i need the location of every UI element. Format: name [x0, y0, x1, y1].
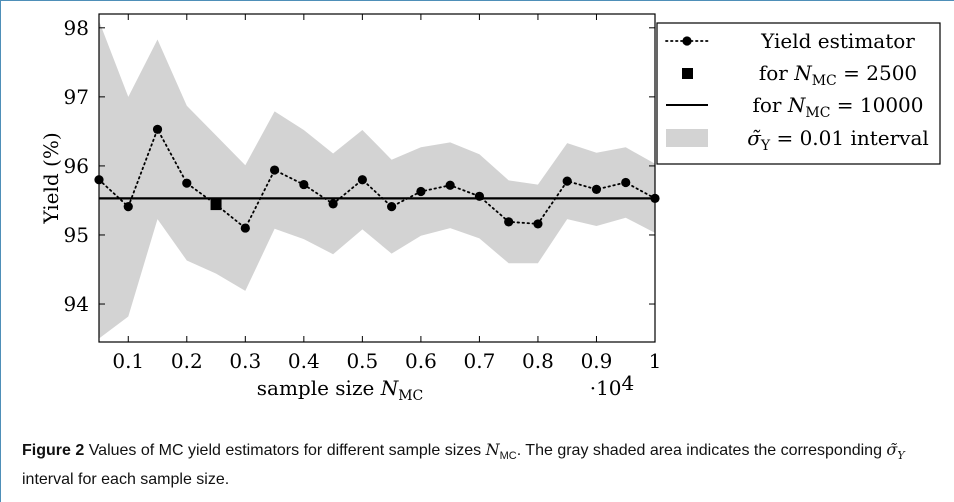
caption-text-c: interval for each sample size. — [22, 471, 230, 489]
x-tick-label: 0.2 — [171, 349, 203, 373]
estimator-point — [621, 177, 631, 188]
estimator-point — [474, 191, 485, 201]
figure-caption: Figure 2 Values of MC yield estimators f… — [22, 438, 922, 491]
estimator-point — [504, 217, 514, 227]
estimator-point — [269, 165, 280, 175]
estimator-point — [445, 180, 455, 190]
y-axis-label: Yield (%) — [39, 132, 63, 224]
estimator-point — [591, 184, 602, 194]
estimator-point — [240, 223, 250, 233]
legend-circle-symbol — [682, 36, 692, 46]
estimator-point — [562, 176, 572, 186]
estimator-point — [123, 202, 133, 212]
x-axis-label: sample size NMC — [257, 376, 423, 404]
x-tick-label: 0.5 — [346, 349, 378, 373]
caption-label: Figure 2 — [22, 442, 85, 459]
square-point-2500 — [210, 199, 222, 211]
y-tick-label: 95 — [64, 223, 89, 247]
x-tick-label: 0.8 — [522, 349, 554, 373]
caption-var-a: N — [485, 440, 500, 459]
axis-label-layer: sample size NMC ·104 Yield (%) — [39, 132, 634, 404]
axes-layer — [98, 13, 656, 343]
x-tick-label: 0.9 — [581, 349, 613, 373]
plot-border — [98, 13, 656, 343]
x-tick-label: 0.7 — [464, 349, 496, 373]
x-tick-label: 0.3 — [229, 349, 261, 373]
legend: Yield estimator for NMC = 2500 for NMC = 1… — [656, 22, 941, 165]
legend-square-symbol — [682, 68, 693, 79]
estimator-point — [533, 219, 543, 229]
legend-label-10000: for NMC = 10000 — [752, 93, 923, 121]
estimator-point — [357, 175, 367, 185]
tick-layer: 0.1 0.2 0.3 0.4 0.5 0.6 0.7 0.8 0.9 1 94 95 96 97 98 — [64, 14, 662, 373]
caption-sub-a: MC — [499, 450, 517, 463]
legend-band-symbol — [666, 129, 708, 147]
estimator-point — [328, 199, 338, 209]
caption-var-b: σ̃ — [886, 440, 898, 459]
estimator-point — [387, 202, 397, 212]
y-tick-label: 96 — [64, 154, 89, 178]
caption-text-b: . The gray shaded area indicates the cor… — [516, 442, 887, 459]
yield-chart: 0.1 0.2 0.3 0.4 0.5 0.6 0.7 0.8 0.9 1 94 95 96 97 98 s… — [39, 13, 941, 404]
estimator-point — [182, 178, 192, 188]
legend-label-interval: σ̃Y = 0.01 interval — [747, 126, 929, 154]
caption-sub-b: Y — [897, 449, 905, 463]
estimator-point — [416, 186, 426, 197]
estimator-line-layer — [94, 124, 660, 233]
y-tick-label: 98 — [64, 16, 89, 40]
legend-label-2500: for NMC = 2500 — [759, 61, 917, 89]
interval-band-layer — [99, 20, 655, 339]
interval-band — [99, 20, 655, 339]
estimator-point — [152, 124, 163, 134]
x-tick-label: 1 — [649, 349, 662, 373]
y-tick-label: 94 — [64, 292, 89, 316]
estimator-point — [299, 179, 309, 190]
legend-label-estimator: Yield estimator — [760, 29, 915, 53]
x-tick-label: 0.6 — [405, 349, 437, 373]
caption-text-a: Values of MC yield estimators for differ… — [88, 442, 486, 459]
x-tick-label: 0.4 — [288, 349, 320, 373]
x-axis-multiplier: ·104 — [590, 371, 635, 400]
estimator-line — [98, 127, 656, 230]
y-tick-label: 97 — [64, 85, 89, 109]
x-tick-label: 0.1 — [112, 349, 144, 373]
